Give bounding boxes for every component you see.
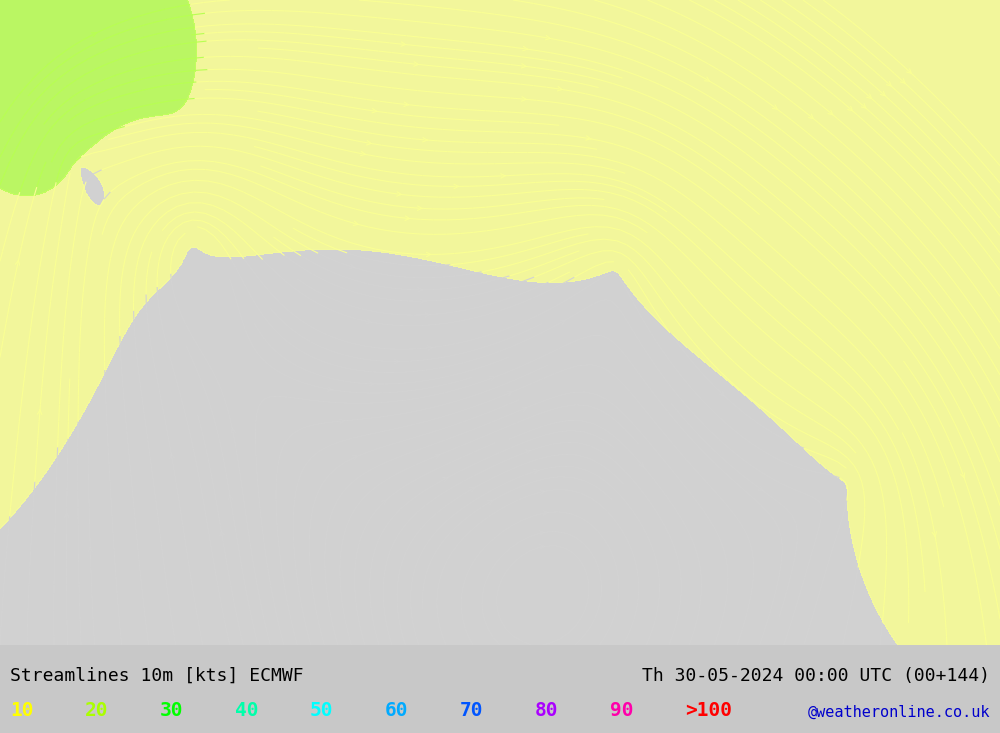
Text: >100: >100 [685, 701, 732, 720]
Text: Streamlines 10m [kts] ECMWF: Streamlines 10m [kts] ECMWF [10, 667, 304, 685]
FancyArrowPatch shape [88, 548, 93, 552]
FancyArrowPatch shape [488, 500, 493, 504]
FancyArrowPatch shape [848, 106, 853, 111]
Text: 20: 20 [85, 701, 108, 720]
FancyArrowPatch shape [545, 35, 551, 40]
FancyArrowPatch shape [420, 299, 425, 303]
FancyArrowPatch shape [404, 102, 409, 106]
FancyArrowPatch shape [454, 184, 459, 188]
Text: 80: 80 [535, 701, 558, 720]
FancyArrowPatch shape [394, 359, 399, 364]
FancyArrowPatch shape [507, 391, 513, 396]
FancyArrowPatch shape [401, 42, 406, 46]
FancyArrowPatch shape [231, 428, 235, 433]
FancyArrowPatch shape [639, 462, 644, 467]
FancyArrowPatch shape [719, 391, 724, 396]
FancyArrowPatch shape [886, 81, 891, 86]
FancyArrowPatch shape [360, 152, 366, 155]
FancyArrowPatch shape [828, 110, 833, 115]
FancyArrowPatch shape [470, 487, 475, 492]
FancyArrowPatch shape [426, 252, 431, 257]
FancyArrowPatch shape [92, 32, 97, 37]
FancyArrowPatch shape [557, 86, 563, 91]
FancyArrowPatch shape [521, 64, 526, 68]
FancyArrowPatch shape [961, 473, 965, 478]
FancyArrowPatch shape [64, 513, 69, 517]
FancyArrowPatch shape [15, 260, 20, 265]
Text: @weatheronline.co.uk: @weatheronline.co.uk [808, 705, 990, 720]
FancyArrowPatch shape [372, 108, 377, 113]
FancyArrowPatch shape [443, 477, 449, 482]
FancyArrowPatch shape [522, 408, 528, 411]
FancyArrowPatch shape [414, 62, 419, 66]
FancyArrowPatch shape [861, 103, 866, 108]
FancyArrowPatch shape [539, 531, 544, 535]
Text: 10: 10 [10, 701, 34, 720]
FancyArrowPatch shape [932, 531, 937, 537]
FancyArrowPatch shape [490, 377, 495, 381]
FancyArrowPatch shape [560, 320, 566, 324]
FancyArrowPatch shape [228, 495, 233, 500]
FancyArrowPatch shape [907, 69, 911, 73]
Text: 30: 30 [160, 701, 184, 720]
FancyArrowPatch shape [367, 320, 372, 324]
FancyArrowPatch shape [37, 410, 42, 415]
FancyArrowPatch shape [543, 511, 548, 515]
FancyArrowPatch shape [417, 206, 422, 210]
FancyArrowPatch shape [586, 136, 591, 140]
Text: 50: 50 [310, 701, 334, 720]
FancyArrowPatch shape [501, 174, 506, 178]
FancyArrowPatch shape [349, 264, 355, 268]
Text: Th 30-05-2024 00:00 UTC (00+144): Th 30-05-2024 00:00 UTC (00+144) [642, 667, 990, 685]
FancyArrowPatch shape [369, 382, 374, 386]
FancyArrowPatch shape [435, 454, 441, 458]
FancyArrowPatch shape [353, 456, 358, 460]
FancyArrowPatch shape [427, 346, 433, 350]
FancyArrowPatch shape [534, 469, 539, 474]
FancyArrowPatch shape [900, 78, 905, 84]
FancyArrowPatch shape [705, 77, 710, 81]
Text: 40: 40 [235, 701, 258, 720]
FancyArrowPatch shape [405, 216, 410, 221]
FancyArrowPatch shape [867, 94, 872, 98]
FancyArrowPatch shape [340, 419, 345, 424]
Text: 90: 90 [610, 701, 634, 720]
FancyArrowPatch shape [540, 545, 545, 549]
FancyArrowPatch shape [423, 138, 428, 142]
FancyArrowPatch shape [880, 91, 885, 96]
FancyArrowPatch shape [435, 263, 440, 268]
Text: 60: 60 [385, 701, 409, 720]
FancyArrowPatch shape [327, 387, 333, 391]
FancyArrowPatch shape [367, 141, 372, 145]
FancyArrowPatch shape [425, 313, 430, 317]
FancyArrowPatch shape [540, 490, 545, 494]
FancyArrowPatch shape [381, 500, 386, 504]
FancyArrowPatch shape [772, 105, 777, 109]
FancyArrowPatch shape [525, 450, 531, 454]
FancyArrowPatch shape [758, 486, 763, 490]
FancyArrowPatch shape [220, 531, 224, 536]
FancyArrowPatch shape [353, 221, 359, 226]
FancyArrowPatch shape [397, 192, 402, 196]
FancyArrowPatch shape [418, 287, 423, 292]
FancyArrowPatch shape [170, 454, 174, 459]
FancyArrowPatch shape [522, 97, 527, 101]
FancyArrowPatch shape [809, 114, 813, 119]
FancyArrowPatch shape [523, 46, 528, 51]
Text: 70: 70 [460, 701, 483, 720]
